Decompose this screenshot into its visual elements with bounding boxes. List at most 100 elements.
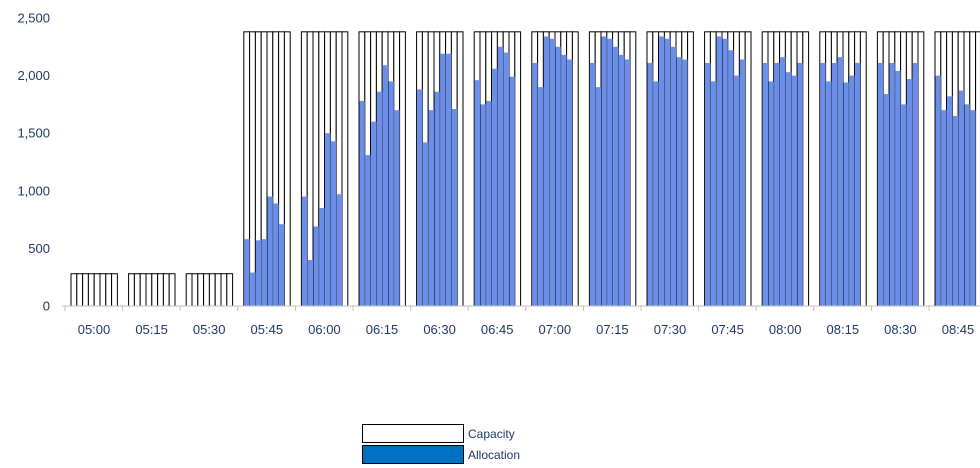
legend-label-allocation: Allocation <box>468 447 521 462</box>
capacity-bar <box>139 273 147 307</box>
y-tick-label: 1,500 <box>17 126 50 141</box>
capacity-bar <box>249 31 256 307</box>
allocation-bar <box>532 62 538 306</box>
allocation-bar <box>613 46 619 307</box>
allocation-bar <box>618 54 625 306</box>
allocation-bar <box>791 75 797 306</box>
allocation-bar <box>497 46 504 307</box>
x-tick-label: 08:45 <box>942 322 975 337</box>
allocation-bar <box>624 59 630 306</box>
allocation-bar <box>509 76 515 306</box>
allocation-bar <box>837 57 843 306</box>
allocation-bar <box>964 104 970 307</box>
capacity-bar <box>76 273 84 307</box>
allocation-bar <box>480 104 486 307</box>
capacity-bar <box>133 273 141 307</box>
allocation-bar <box>889 62 895 306</box>
capacity-bar <box>162 273 170 307</box>
capacity-bar <box>70 273 78 307</box>
capacity-bar <box>220 273 228 307</box>
allocation-bar <box>877 62 884 306</box>
allocation-bar <box>601 36 607 306</box>
allocation-bar <box>451 109 458 307</box>
capacity-bar <box>859 31 867 307</box>
allocation-bar <box>301 196 308 306</box>
allocation-bar <box>388 81 394 306</box>
allocation-bar <box>670 46 676 307</box>
allocation-bar <box>371 121 377 307</box>
y-axis: 0 500 1,000 1,500 2,000 2,500 <box>17 11 50 314</box>
x-tick-label: 06:15 <box>366 322 399 337</box>
legend: Capacity Allocation <box>362 423 520 465</box>
x-tick-label: 05:00 <box>78 322 111 337</box>
x-tick-label: 05:30 <box>193 322 226 337</box>
capacity-bar <box>145 273 153 307</box>
allocation-bar <box>716 36 722 306</box>
allocation-bar <box>538 87 544 307</box>
allocation-bar <box>912 62 918 306</box>
allocation-bar <box>901 104 907 307</box>
allocation-bar <box>843 82 849 307</box>
capacity-bar <box>99 273 107 307</box>
x-tick-label: 07:00 <box>539 322 572 337</box>
allocation-bar <box>382 65 388 307</box>
x-tick-label: 08:30 <box>884 322 917 337</box>
capacity-bar <box>283 31 291 307</box>
capacity-bar <box>802 31 810 307</box>
allocation-bar <box>279 224 285 306</box>
capacity-bar <box>399 31 406 307</box>
allocation-bar <box>492 68 498 306</box>
allocation-bar <box>376 91 383 306</box>
allocation-bar <box>261 239 267 306</box>
allocation-bar <box>705 62 711 306</box>
capacity-bar <box>185 273 193 307</box>
allocation-bar <box>664 38 671 307</box>
allocation-bar <box>567 59 573 306</box>
allocation-bar <box>947 96 953 306</box>
allocation-bar <box>895 70 901 306</box>
y-tick-label: 0 <box>43 299 50 314</box>
allocation-bar <box>422 142 429 306</box>
allocation-bar <box>906 79 913 306</box>
allocation-bar <box>728 50 734 307</box>
allocation-bar <box>428 110 434 306</box>
y-tick-label: 2,500 <box>17 11 50 26</box>
x-tick-label: 07:30 <box>654 322 687 337</box>
capacity-bar <box>687 31 694 307</box>
allocation-bar <box>676 57 682 306</box>
allocation-bar <box>474 80 480 306</box>
x-tick-label: 06:00 <box>308 322 341 337</box>
allocation-bar <box>682 59 688 306</box>
allocation-bar <box>785 72 792 306</box>
allocation-bar <box>250 272 256 306</box>
allocation-bar <box>255 240 262 306</box>
capacity-bar <box>87 273 95 307</box>
allocation-bar <box>820 62 826 306</box>
x-axis: 05:00 05:15 05:30 05:45 06:00 06:15 06:30 06:45… <box>64 306 975 337</box>
allocation-bar <box>503 52 509 307</box>
capacity-bar <box>197 273 205 307</box>
legend-swatch-allocation <box>362 445 464 464</box>
y-tick-label: 500 <box>28 241 50 256</box>
capacity-bar <box>203 273 210 307</box>
capacity-bar <box>157 273 164 307</box>
y-tick-label: 1,000 <box>17 183 50 198</box>
allocation-bar <box>307 259 313 306</box>
allocation-bar <box>319 208 325 306</box>
x-tick-label: 07:45 <box>711 322 744 337</box>
capacity-bar <box>629 31 637 307</box>
capacity-bar <box>744 31 752 307</box>
allocation-bar <box>659 36 665 306</box>
allocation-bar <box>313 226 319 306</box>
x-tick-label: 05:45 <box>251 322 284 337</box>
allocation-bar <box>486 100 492 306</box>
capacity-bar <box>514 31 522 307</box>
allocation-bar <box>446 53 452 306</box>
allocation-bar <box>595 87 601 307</box>
capacity-bar <box>105 273 113 307</box>
allocation-bar <box>589 62 596 306</box>
legend-item-allocation: Allocation <box>362 444 520 465</box>
allocation-bar <box>831 62 838 306</box>
allocation-bar <box>722 38 728 307</box>
